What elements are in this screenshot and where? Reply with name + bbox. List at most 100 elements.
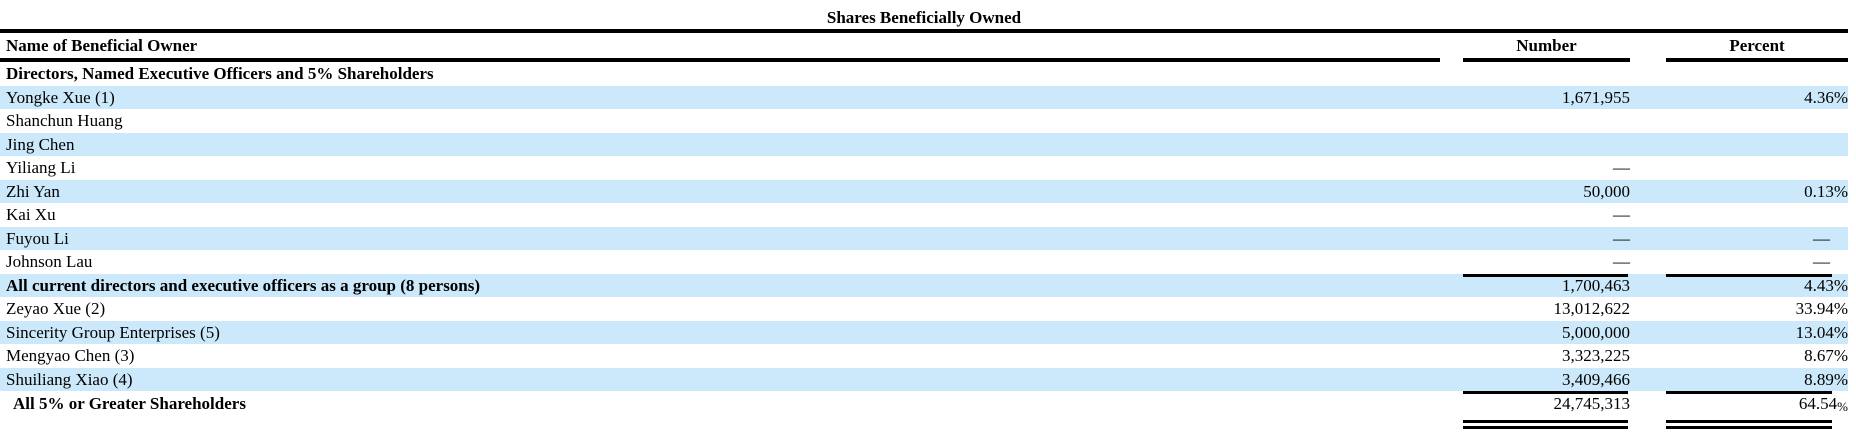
table-title: Shares Beneficially Owned <box>826 8 1022 27</box>
column-gap <box>1630 109 1666 133</box>
table-row: Jing Chen <box>0 132 1848 157</box>
shares-number <box>1463 133 1630 157</box>
column-header-percent-label: Percent <box>1729 36 1785 55</box>
shares-number: — <box>1613 158 1630 177</box>
header-row: Name of Beneficial Owner Number Percent <box>0 33 1848 62</box>
title-rule <box>0 29 1848 33</box>
column-gap <box>1630 156 1666 180</box>
table-row: All 5% or Greater Shareholders 24,745,313… <box>0 391 1848 417</box>
shares-percent: 64.54% <box>1666 391 1848 417</box>
table-row: All current directors and executive offi… <box>0 273 1848 298</box>
shares-number: 13,012,622 <box>1553 299 1631 318</box>
column-gap <box>1440 250 1463 274</box>
header-gap <box>1440 33 1463 62</box>
column-gap <box>1440 344 1463 368</box>
shares-number: 5,000,000 <box>1562 322 1630 342</box>
column-gap <box>1630 297 1666 321</box>
column-gap <box>1440 109 1463 133</box>
column-gap <box>1630 250 1666 274</box>
owner-name: Yongke Xue (1) <box>6 87 115 107</box>
column-gap <box>1440 180 1463 204</box>
owner-name: All current directors and executive offi… <box>6 275 481 295</box>
shares-percent: 4.43% <box>1666 273 1848 298</box>
shares-percent: 13.04% <box>1795 322 1848 342</box>
column-gap <box>1440 321 1463 345</box>
shares-percent: 4.36% <box>1804 87 1848 107</box>
table-row: Mengyao Chen (3) 3,323,225 8.67% <box>0 344 1848 368</box>
shares-percent: — <box>1813 252 1830 271</box>
shares-number: 1,671,955 <box>1562 87 1630 107</box>
shares-number <box>1463 109 1630 133</box>
column-gap <box>1440 203 1463 227</box>
shares-percent: — <box>1813 228 1830 248</box>
table-row: Yiliang Li — <box>0 156 1848 180</box>
owner-name: Yiliang Li <box>6 158 76 177</box>
shares-number: 1,700,463 <box>1463 273 1630 298</box>
number-double-rule <box>1463 420 1628 429</box>
column-gap <box>1440 133 1463 157</box>
shares-percent <box>1666 203 1848 227</box>
column-gap <box>1440 391 1463 417</box>
column-gap <box>1630 344 1666 368</box>
owner-name: All 5% or Greater Shareholders <box>13 394 246 413</box>
table-row: Johnson Lau — — <box>0 250 1848 274</box>
owner-name: Johnson Lau <box>6 252 93 271</box>
table-row: Fuyou Li — — <box>0 226 1848 251</box>
column-header-name-label: Name of Beneficial Owner <box>6 36 198 55</box>
shares-number: 24,745,313 <box>1463 391 1630 417</box>
column-gap <box>1630 368 1666 392</box>
rule-spacer <box>0 420 1463 429</box>
table-row: Zhi Yan 50,000 0.13% <box>0 179 1848 204</box>
table-body: Directors, Named Executive Officers and … <box>0 62 1848 429</box>
header-gap <box>1630 33 1666 62</box>
rule-spacer <box>1628 420 1666 429</box>
owner-name: Shanchun Huang <box>6 111 123 130</box>
column-gap <box>1630 274 1666 298</box>
column-header-number: Number <box>1463 33 1630 62</box>
table-row: Directors, Named Executive Officers and … <box>0 62 1848 86</box>
shares-number: 3,323,225 <box>1562 346 1630 365</box>
owner-name: Zeyao Xue (2) <box>6 299 106 318</box>
owner-name: Directors, Named Executive Officers and … <box>6 64 434 83</box>
shares-percent: 8.89% <box>1804 369 1848 389</box>
shares-percent: 33.94% <box>1795 299 1848 318</box>
owner-name: Kai Xu <box>6 205 56 224</box>
table-row: Shuiliang Xiao (4) 3,409,466 8.89% <box>0 367 1848 392</box>
owner-name: Shuiliang Xiao (4) <box>6 369 133 389</box>
column-gap <box>1440 62 1463 86</box>
column-gap <box>1440 297 1463 321</box>
shares-percent <box>1666 133 1848 157</box>
owner-name: Mengyao Chen (3) <box>6 346 135 365</box>
column-gap <box>1630 227 1666 251</box>
table-row: Yongke Xue (1) 1,671,955 4.36% <box>0 85 1848 110</box>
column-gap <box>1630 321 1666 345</box>
shares-percent: 8.67% <box>1804 346 1848 365</box>
shares-number: — <box>1613 252 1630 271</box>
shares-number: 50,000 <box>1583 181 1630 201</box>
percent-value: 64.54 <box>1798 394 1838 413</box>
column-header-number-label: Number <box>1516 36 1577 55</box>
table-row: Zeyao Xue (2) 13,012,622 33.94% <box>0 297 1848 321</box>
shares-number: 3,409,466 <box>1562 369 1630 389</box>
table-row: Kai Xu — <box>0 203 1848 227</box>
column-gap <box>1440 156 1463 180</box>
column-gap <box>1440 274 1463 298</box>
shares-number: — <box>1613 205 1630 224</box>
column-gap <box>1630 62 1666 86</box>
column-gap <box>1630 133 1666 157</box>
column-gap <box>1440 227 1463 251</box>
column-gap <box>1630 391 1666 417</box>
total-double-rule <box>0 420 1848 429</box>
column-gap <box>1630 203 1666 227</box>
owner-name: Fuyou Li <box>6 228 69 248</box>
shares-number <box>1463 62 1630 86</box>
table-row: Shanchun Huang <box>0 109 1848 133</box>
column-gap <box>1630 86 1666 110</box>
column-gap <box>1440 368 1463 392</box>
column-gap <box>1440 86 1463 110</box>
shares-percent <box>1666 156 1848 180</box>
percent-double-rule <box>1666 420 1832 429</box>
percent-sign: % <box>1837 399 1848 414</box>
shares-percent <box>1666 62 1848 86</box>
column-header-name: Name of Beneficial Owner <box>0 33 1440 62</box>
